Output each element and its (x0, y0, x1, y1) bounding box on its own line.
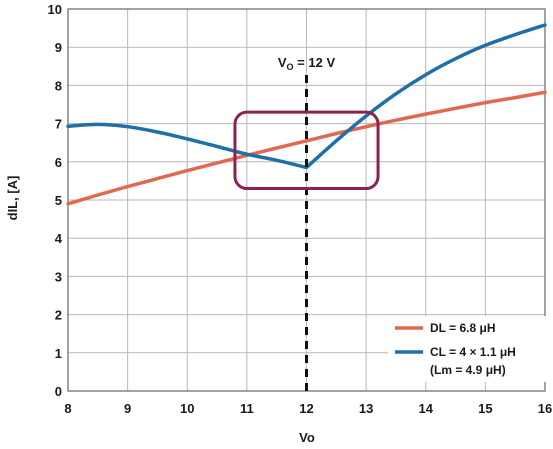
y-tick-labels: 0 1 2 3 4 5 6 7 8 9 10 (48, 2, 63, 399)
series-lines (66, 23, 547, 206)
legend-label-dl: DL = 6.8 μH (430, 321, 495, 335)
vo-label-v: V (278, 55, 287, 70)
y-tick-label: 2 (55, 308, 62, 323)
x-axis-label: Vo (299, 430, 315, 445)
y-tick-label: 10 (48, 2, 62, 17)
y-tick-label: 3 (55, 269, 62, 284)
legend-label-cl-line2: (Lm = 4.9 μH) (430, 363, 506, 377)
x-tick-label: 11 (240, 401, 254, 416)
highlight-box (233, 110, 380, 191)
vo-label-sub: O (287, 62, 294, 72)
x-tick-label: 14 (419, 401, 434, 416)
x-tick-label: 10 (180, 401, 194, 416)
legend-label-cl: CL = 4 × 1.1 μH (430, 345, 516, 359)
y-tick-label: 1 (55, 346, 62, 361)
y-tick-label: 4 (55, 231, 63, 246)
x-tick-label: 8 (64, 401, 71, 416)
y-tick-label: 6 (55, 155, 62, 170)
x-tick-labels: 8 9 10 11 12 13 14 15 16 (64, 401, 552, 416)
x-tick-label: 13 (359, 401, 373, 416)
y-tick-label: 9 (55, 40, 62, 55)
legend: DL = 6.8 μH CL = 4 × 1.1 μH (Lm = 4.9 μH… (388, 316, 548, 382)
vo-12v-marker-label: VO = 12 V (278, 55, 336, 72)
y-tick-label: 5 (55, 193, 62, 208)
x-tick-label: 16 (538, 401, 552, 416)
x-tick-label: 12 (299, 401, 313, 416)
series-line-cl (66, 23, 547, 170)
series-line-dl (66, 90, 547, 206)
y-tick-label: 0 (55, 384, 62, 399)
x-tick-label: 9 (124, 401, 131, 416)
y-tick-label: 7 (55, 117, 62, 132)
vo-label-rest: = 12 V (294, 55, 336, 70)
y-tick-label: 8 (55, 78, 62, 93)
y-axis-label: dIL, [A] (5, 176, 20, 221)
x-tick-label: 15 (478, 401, 492, 416)
